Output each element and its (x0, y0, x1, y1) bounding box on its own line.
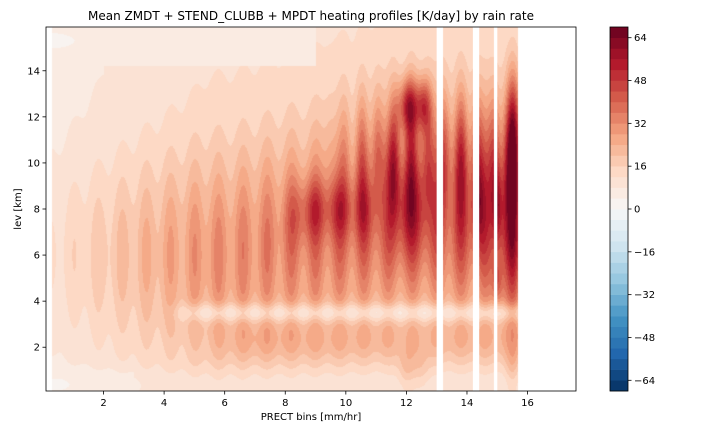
colorbar-level (610, 305, 628, 317)
colorbar-level (610, 380, 628, 392)
x-axis: 2 4 6 8 10 12 14 16 (100, 391, 534, 409)
colorbar-tick-label: 0 (634, 205, 640, 216)
missing-bin (494, 27, 498, 391)
x-tick-label: 8 (282, 398, 288, 409)
colorbar-tick-label: 32 (634, 119, 647, 130)
missing-bins (436, 27, 576, 391)
x-tick-label: 2 (100, 398, 106, 409)
colorbar-level (610, 80, 628, 92)
colorbar-ticks: −64 −48 −32 −16 0 16 32 48 64 (628, 33, 655, 387)
colorbar-level (610, 273, 628, 285)
colorbar-level (610, 59, 628, 71)
y-tick-label: 8 (34, 205, 40, 216)
colorbar-level (610, 123, 628, 135)
x-tick-label: 10 (339, 398, 352, 409)
colorbar-level (610, 166, 628, 178)
colorbar-level (610, 101, 628, 113)
colorbar-level (610, 262, 628, 274)
y-tick-label: 2 (34, 343, 40, 354)
chart-title: Mean ZMDT + STEND_CLUBB + MPDT heating p… (88, 9, 534, 23)
x-tick-label: 12 (400, 398, 413, 409)
colorbar-tick-label: 16 (634, 162, 647, 173)
colorbar-tick-label: −32 (634, 290, 655, 301)
y-tick-label: 4 (34, 297, 40, 308)
colorbar-level (610, 316, 628, 328)
colorbar-tick-label: −64 (634, 376, 655, 387)
colorbar-level (610, 198, 628, 210)
x-tick-label: 6 (221, 398, 227, 409)
colorbar-level (610, 48, 628, 60)
x-tick-label: 14 (461, 398, 474, 409)
colorbar-level (610, 230, 628, 242)
plot-area (45, 26, 577, 392)
colorbar-level (610, 112, 628, 124)
colorbar-tick-label: −48 (634, 333, 655, 344)
colorbar-level (610, 294, 628, 306)
colorbar-level (610, 37, 628, 49)
colorbar-level (610, 144, 628, 156)
colorbar-level (610, 187, 628, 199)
colorbar-level (610, 358, 628, 370)
missing-bin (473, 27, 480, 391)
colorbar-level (610, 219, 628, 231)
y-tick-label: 12 (27, 112, 40, 123)
colorbar-levels (610, 27, 628, 392)
colorbar-level (610, 348, 628, 360)
missing-bin (518, 27, 576, 391)
x-tick-label: 4 (161, 398, 167, 409)
colorbar-level (610, 209, 628, 221)
colorbar-level (610, 69, 628, 81)
colorbar: −64 −48 −32 −16 0 16 32 48 64 (609, 26, 655, 392)
colorbar-tick-label: 48 (634, 76, 647, 87)
colorbar-tick-label: 64 (634, 33, 647, 44)
colorbar-level (610, 27, 628, 39)
y-tick-label: 14 (27, 66, 40, 77)
colorbar-level (610, 251, 628, 263)
x-tick-label: 16 (521, 398, 534, 409)
colorbar-level (610, 326, 628, 338)
heatmap-field (46, 27, 576, 391)
colorbar-level (610, 155, 628, 167)
colorbar-level (610, 337, 628, 349)
y-axis: 2 4 6 8 10 12 14 (27, 66, 46, 354)
x-axis-label: PRECT bins [mm/hr] (261, 412, 362, 423)
colorbar-level (610, 369, 628, 381)
y-tick-label: 6 (34, 251, 40, 262)
colorbar-level (610, 283, 628, 295)
colorbar-level (610, 241, 628, 253)
colorbar-level (610, 176, 628, 188)
colorbar-level (610, 91, 628, 103)
y-axis-label: lev [km] (13, 188, 24, 229)
colorbar-tick-label: −16 (634, 247, 655, 258)
missing-bin (436, 27, 443, 391)
colorbar-level (610, 134, 628, 146)
y-tick-label: 10 (27, 158, 40, 169)
